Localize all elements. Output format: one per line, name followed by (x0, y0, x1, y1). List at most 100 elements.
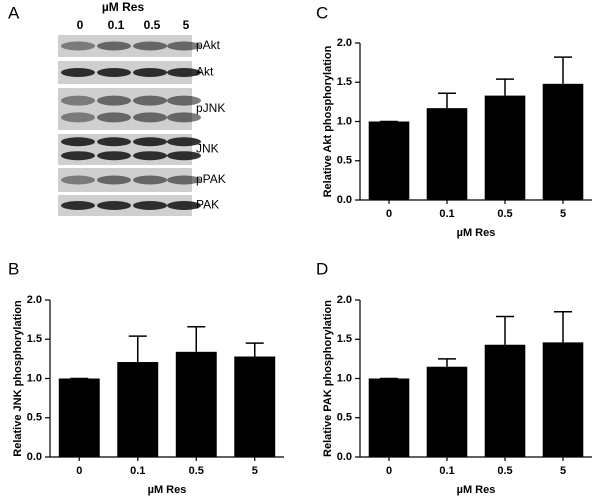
blot-row-label: PAK (196, 198, 219, 212)
x-tick-label: 0 (76, 465, 82, 477)
blot-band (97, 151, 131, 161)
lane-label: 0.1 (108, 18, 125, 32)
blot-row-label: pAkt (196, 38, 221, 52)
panel-letter: C (316, 3, 328, 22)
blot-row-label: pPAK (196, 172, 226, 186)
bar (426, 366, 468, 457)
blot-band (133, 175, 167, 185)
error-bar (187, 325, 206, 352)
lane-label: 0 (77, 18, 84, 32)
blot-band (167, 112, 201, 123)
y-tick-label: 1.5 (337, 333, 352, 345)
x-tick-label: 5 (560, 465, 566, 477)
panel-letter: A (8, 3, 20, 22)
error-bar (128, 335, 147, 363)
blot-band (133, 68, 167, 77)
y-tick-label: 0.5 (27, 412, 42, 424)
blot-band (61, 68, 95, 77)
bar (426, 108, 468, 200)
blot-row-label: Akt (196, 65, 214, 79)
y-tick-label: 2.0 (337, 294, 352, 306)
x-tick-label: 5 (252, 465, 258, 477)
error-bar (245, 342, 264, 357)
blot-band (133, 112, 167, 123)
blot-band (167, 151, 201, 161)
chart: C 0.0 0.5 1.0 1.5 2.0 0 0.1 0.5 5 µM Res Relative A… (316, 3, 592, 239)
lane-label: 0.5 (144, 18, 161, 32)
error-bar (438, 358, 456, 367)
blot-band (61, 112, 95, 123)
blot-row-label: pJNK (196, 101, 225, 115)
x-axis-label: µM Res (457, 484, 496, 496)
x-tick-label: 0.5 (189, 465, 204, 477)
x-tick-label: 5 (560, 208, 566, 220)
error-bar (554, 311, 572, 343)
bar (368, 121, 410, 200)
y-tick-label: 0.0 (337, 194, 352, 206)
y-tick-label: 2.0 (337, 37, 352, 49)
y-tick-label: 0.0 (27, 451, 42, 463)
bar (117, 362, 159, 457)
panel-letter: B (8, 259, 19, 278)
y-tick-label: 0.5 (337, 155, 352, 167)
x-tick-label: 0.1 (439, 208, 454, 220)
blot-band (97, 137, 131, 147)
bar (58, 378, 100, 457)
x-tick-label: 0.1 (439, 465, 454, 477)
blot-band (61, 151, 95, 161)
x-axis-label: µM Res (457, 227, 496, 239)
y-tick-label: 0.5 (337, 412, 352, 424)
blot-band (167, 201, 201, 210)
x-tick-label: 0 (386, 208, 392, 220)
y-axis-label: Relative JNK phosphorylation (12, 300, 24, 457)
bar (542, 342, 584, 457)
bar (368, 378, 410, 457)
bar (234, 356, 276, 457)
y-tick-label: 0.0 (337, 451, 352, 463)
y-tick-label: 1.0 (337, 372, 352, 384)
blot-band (61, 41, 95, 51)
error-bar (496, 315, 514, 345)
chart: D 0.0 0.5 1.0 1.5 2.0 0 0.1 0.5 5 µM Res Relative P… (316, 259, 592, 496)
y-tick-label: 1.0 (337, 115, 352, 127)
y-tick-label: 1.5 (337, 76, 352, 88)
blot-band (167, 137, 201, 147)
blot-band (97, 95, 131, 106)
blot-band (133, 201, 167, 210)
error-bar (496, 78, 514, 96)
blot-band (61, 175, 95, 185)
x-tick-label: 0.5 (497, 465, 512, 477)
blot-band (167, 41, 201, 51)
blot-band (133, 41, 167, 51)
y-axis-label: Relative PAK phosphorylation (322, 300, 334, 457)
blot-band (97, 201, 131, 210)
bar (542, 83, 584, 200)
blot-band (97, 68, 131, 77)
blot-band (167, 68, 201, 77)
lane-label: 5 (183, 18, 190, 32)
y-tick-label: 2.0 (27, 294, 42, 306)
y-axis-label: Relative Akt phosphorylation (322, 45, 334, 197)
chart: B 0.0 0.5 1.0 1.5 2.0 0 0.1 0.5 5 µM Res Relative J… (8, 259, 284, 496)
blot-band (133, 137, 167, 147)
blot-strip (58, 88, 192, 130)
blot-row-label: JNK (196, 142, 219, 156)
bar (175, 351, 217, 457)
blot-band (61, 95, 95, 106)
blot-band (97, 112, 131, 123)
y-tick-label: 1.5 (27, 333, 42, 345)
blot-band (167, 175, 201, 185)
x-tick-label: 0.1 (130, 465, 145, 477)
blot-band (167, 95, 201, 106)
blot-band (61, 201, 95, 210)
blot-band (97, 175, 131, 185)
bar (484, 344, 526, 457)
blot-band (61, 137, 95, 147)
blot-band (133, 151, 167, 161)
x-tick-label: 0.5 (497, 208, 512, 220)
error-bar (554, 56, 572, 84)
x-axis-label: µM Res (148, 484, 187, 496)
error-bar (438, 92, 456, 109)
blot-panel: A µM Res (8, 0, 144, 22)
